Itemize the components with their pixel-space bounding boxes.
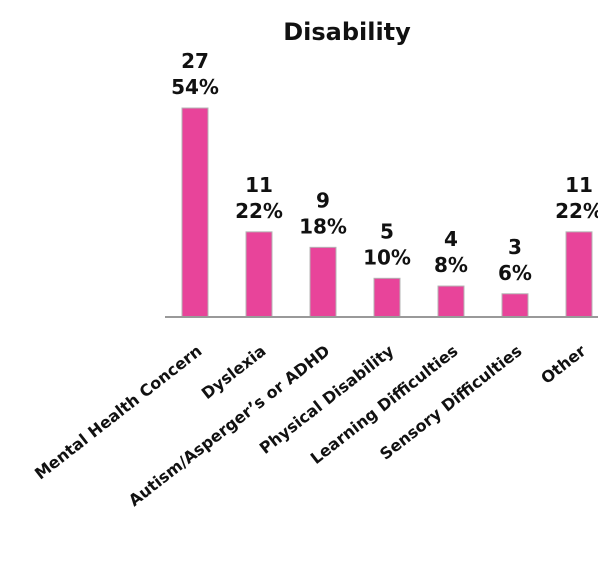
chart-title: Disability xyxy=(283,18,411,46)
bar-learning-difficulties xyxy=(437,285,465,318)
bar-autism-asperger-s-or-adhd xyxy=(309,246,337,318)
data-label-percent: 10% xyxy=(363,245,411,269)
bar-other xyxy=(565,231,593,318)
bar-sensory-difficulties xyxy=(501,293,529,318)
bar-dyslexia xyxy=(245,231,273,318)
data-label-percent: 22% xyxy=(235,199,283,223)
data-label-count: 5 xyxy=(380,219,394,243)
data-label-count: 4 xyxy=(444,227,458,251)
data-label-percent: 6% xyxy=(498,261,532,285)
data-label-count: 11 xyxy=(245,173,273,197)
data-label-count: 27 xyxy=(181,49,209,73)
data-label-count: 11 xyxy=(565,173,593,197)
bar-mental-health-concern xyxy=(181,107,209,318)
x-tick-labels: Mental Health ConcernDyslexiaAutism/Aspe… xyxy=(31,341,590,510)
data-label-percent: 18% xyxy=(299,214,347,238)
bars xyxy=(181,107,593,318)
data-label-count: 3 xyxy=(508,235,522,259)
data-label-percent: 54% xyxy=(171,75,219,99)
data-label-count: 9 xyxy=(316,188,330,212)
bar-physical-disability xyxy=(373,277,401,318)
x-tick-label: Other xyxy=(537,341,589,388)
data-label-percent: 8% xyxy=(434,253,468,277)
data-label-percent: 22% xyxy=(555,199,598,223)
